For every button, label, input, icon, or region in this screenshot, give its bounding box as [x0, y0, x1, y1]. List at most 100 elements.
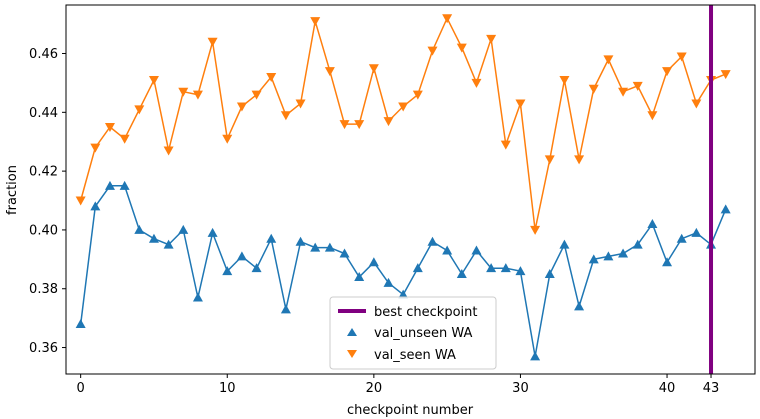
series-0-point	[427, 236, 438, 246]
series-1-point	[324, 67, 335, 77]
series-1-point	[207, 37, 218, 47]
y-tick-label: 0.46	[29, 47, 58, 62]
x-tick-label: 0	[77, 381, 85, 396]
marks-layer	[75, 5, 731, 374]
series-0-point	[266, 233, 277, 243]
series-0-point	[324, 242, 335, 252]
series-0-point	[603, 251, 614, 261]
series-0-point	[398, 289, 409, 299]
series-0-point	[412, 263, 423, 273]
series-1-point	[383, 117, 394, 127]
series-1-point	[691, 99, 702, 109]
series-1-point	[618, 87, 629, 97]
series-0-point	[559, 239, 570, 249]
y-tick-label: 0.38	[29, 282, 58, 297]
series-1-point	[588, 84, 599, 94]
series-0-point	[368, 257, 379, 267]
series-1-point	[295, 99, 306, 109]
series-0-point	[207, 227, 218, 237]
series-0-point	[134, 224, 145, 234]
series-0-point	[500, 263, 511, 273]
series-0-point	[486, 263, 497, 273]
series-0-point	[295, 236, 306, 246]
series-0-point	[222, 266, 233, 276]
series-1-point	[720, 70, 731, 80]
series-1-point	[134, 105, 145, 115]
series-0-point	[104, 180, 115, 190]
series-0-point	[662, 257, 673, 267]
legend-label-val-unseen: val_unseen WA	[374, 326, 473, 341]
x-tick-label: 30	[512, 381, 529, 396]
series-1-point	[339, 120, 350, 130]
series-1-point	[647, 111, 658, 121]
legend-marker-val-seen	[347, 350, 357, 358]
series-1-point	[90, 143, 101, 153]
series-0-point	[148, 233, 159, 243]
x-tick-label: 20	[366, 381, 383, 396]
x-tick-label: 10	[219, 381, 236, 396]
series-0-point	[544, 269, 555, 279]
series-1-point	[456, 43, 467, 53]
series-1-point	[104, 123, 115, 133]
series-1-point	[148, 75, 159, 85]
series-1-point	[251, 90, 262, 100]
series-0-point	[676, 233, 687, 243]
series-1-point	[603, 55, 614, 65]
series-0-point	[618, 248, 629, 258]
series-0-point	[192, 292, 203, 302]
series-0-point	[530, 351, 541, 361]
series-1-point	[500, 140, 511, 150]
series-1-point	[178, 87, 189, 97]
series-0-point	[339, 248, 350, 258]
y-tick-label: 0.40	[29, 223, 58, 238]
series-1-point	[662, 67, 673, 77]
series-1-point	[412, 90, 423, 100]
series-0-point	[354, 271, 365, 281]
series-1-point	[368, 64, 379, 74]
series-1-point	[442, 14, 453, 24]
y-tick-label: 0.36	[29, 341, 58, 356]
series-1-point	[544, 155, 555, 165]
series-1-point	[222, 134, 233, 144]
series-0-point	[442, 245, 453, 255]
series-0-point	[588, 254, 599, 264]
series-0-point	[310, 242, 321, 252]
series-0-point	[75, 319, 86, 329]
series-0-point	[720, 204, 731, 214]
y-tick-label: 0.42	[29, 165, 58, 180]
series-0-point	[90, 201, 101, 211]
series-1-point	[515, 99, 526, 109]
series-0-point	[236, 251, 247, 261]
legend-label-best-checkpoint: best checkpoint	[374, 305, 477, 320]
y-tick-label: 0.44	[29, 106, 58, 121]
plot-frame	[65, 4, 756, 375]
series-1-point	[632, 81, 643, 91]
series-1-point	[266, 73, 277, 83]
series-0-point	[647, 219, 658, 229]
series-1-point	[236, 102, 247, 112]
series-0-point	[178, 224, 189, 234]
series-1-point	[676, 52, 687, 62]
x-tick-label: 43	[703, 381, 720, 396]
series-0-point	[456, 269, 467, 279]
series-1-point	[559, 75, 570, 85]
series-0-point	[632, 239, 643, 249]
series-1-point	[163, 146, 174, 156]
legend: best checkpoint val_unseen WA val_seen W…	[329, 296, 497, 370]
series-1-point	[354, 120, 365, 130]
x-axis: 0 10 20 30 40 43	[77, 374, 720, 396]
series-1-point	[280, 111, 291, 121]
series-0-point	[251, 263, 262, 273]
series-1-point	[530, 225, 541, 235]
series-0-point	[119, 180, 130, 190]
legend-box	[329, 296, 497, 370]
x-tick-label: 40	[659, 381, 676, 396]
legend-marker-val-unseen	[347, 328, 357, 336]
series-1-point	[427, 46, 438, 56]
series-1-point	[398, 102, 409, 112]
y-axis: 0.36 0.38 0.40 0.42 0.44 0.46	[29, 47, 66, 356]
series-1-point	[192, 90, 203, 100]
legend-label-val-seen: val_seen WA	[374, 348, 456, 363]
series-0-point	[383, 277, 394, 287]
